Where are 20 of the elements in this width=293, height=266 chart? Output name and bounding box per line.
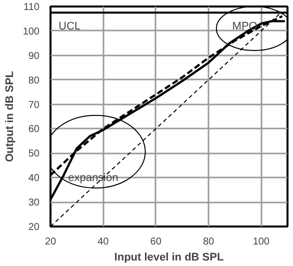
annotation: MPO [232, 20, 258, 32]
y-tick-label: 60 [28, 124, 40, 136]
y-tick-label: 90 [28, 50, 40, 62]
y-tick-label: 30 [28, 198, 40, 209]
x-tick-label: 20 [44, 236, 56, 248]
ref-line-label: UCL [58, 20, 81, 33]
y-tick-label: 20 [28, 222, 40, 233]
y-tick-label: 40 [28, 173, 40, 184]
y-axis-title: Output in dB SPL [4, 70, 16, 162]
y-tick-label: 100 [22, 26, 40, 38]
x-tick-label: 60 [150, 236, 162, 248]
x-tick-label: 80 [202, 236, 214, 248]
y-tick-label: 110 [24, 2, 40, 13]
y-tick-label: 70 [28, 100, 40, 111]
x-tick-label: 40 [98, 236, 110, 248]
x-tick-label: 100 [252, 236, 270, 248]
y-tick-label: 80 [28, 75, 40, 86]
annotation: expansion [68, 172, 118, 184]
y-tick-label: 50 [28, 148, 40, 160]
x-axis-title: Input level in dB SPL [114, 252, 224, 264]
